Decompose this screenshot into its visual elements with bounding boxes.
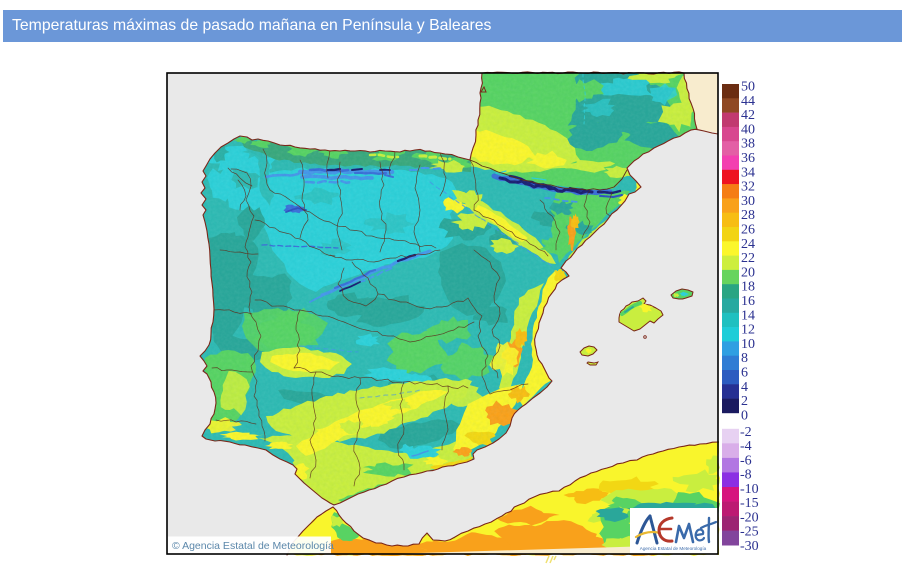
svg-text:10: 10 <box>741 337 755 352</box>
svg-text:8: 8 <box>741 351 748 366</box>
svg-text:-25: -25 <box>740 525 759 540</box>
svg-text:12: 12 <box>741 323 755 338</box>
svg-text:-15: -15 <box>740 496 759 511</box>
svg-text:50: 50 <box>741 80 755 95</box>
svg-text:14: 14 <box>741 308 755 323</box>
svg-text:Agencia Estatal de Meteorologí: Agencia Estatal de Meteorología <box>640 546 707 551</box>
svg-text:36: 36 <box>741 151 755 166</box>
svg-text:30: 30 <box>741 194 755 209</box>
svg-text:24: 24 <box>741 237 755 252</box>
svg-text:34: 34 <box>741 165 755 180</box>
svg-text:32: 32 <box>741 180 755 195</box>
svg-text:16: 16 <box>741 294 755 309</box>
svg-text:42: 42 <box>741 108 755 123</box>
svg-text:2: 2 <box>741 394 748 409</box>
svg-text:-30: -30 <box>740 539 759 554</box>
svg-text:0: 0 <box>741 408 748 423</box>
svg-text:4: 4 <box>741 380 748 395</box>
svg-text:-2: -2 <box>740 425 752 440</box>
svg-text:26: 26 <box>741 223 755 238</box>
svg-text:18: 18 <box>741 280 755 295</box>
svg-text:-20: -20 <box>740 510 759 525</box>
svg-text:38: 38 <box>741 137 755 152</box>
svg-text:-4: -4 <box>740 439 752 454</box>
svg-text:-6: -6 <box>740 453 752 468</box>
svg-text:40: 40 <box>741 122 755 137</box>
svg-text:44: 44 <box>741 94 755 109</box>
svg-text:20: 20 <box>741 265 755 280</box>
svg-text:-10: -10 <box>740 482 759 497</box>
svg-text:22: 22 <box>741 251 755 266</box>
svg-text:6: 6 <box>741 366 748 381</box>
svg-text:-8: -8 <box>740 468 752 483</box>
svg-text:28: 28 <box>741 208 755 223</box>
svg-text:© Agencia Estatal de Meteorolo: © Agencia Estatal de Meteorología <box>172 540 334 552</box>
